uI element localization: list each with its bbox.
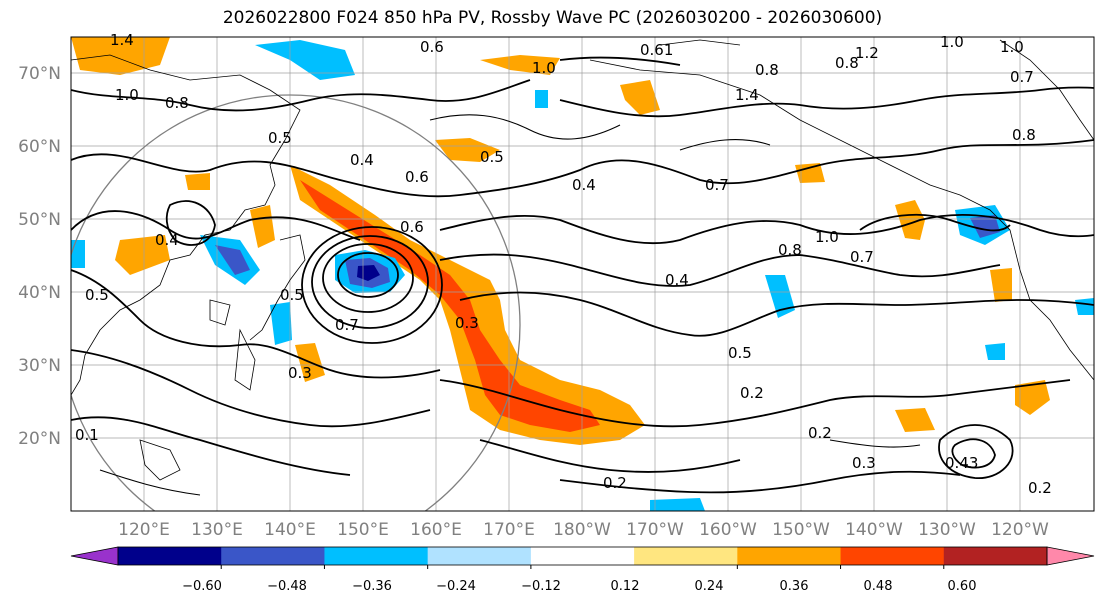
colorbar-bin	[840, 547, 945, 565]
contour-label: 0.7	[850, 248, 874, 266]
lon-label: 140°E	[264, 520, 316, 540]
lon-label: 170°W	[626, 520, 684, 540]
colorbar-bin	[943, 547, 1048, 565]
contour-label: 1.0	[940, 33, 964, 51]
plot-frame	[70, 36, 1095, 512]
colorbar	[70, 546, 1095, 569]
lon-label: 160°E	[410, 520, 462, 540]
contour-label: 0.5	[728, 344, 752, 362]
contour-label: 0.2	[740, 384, 764, 402]
lon-label: 160°W	[699, 520, 757, 540]
lon-label: 130°W	[918, 520, 976, 540]
colorbar-bin	[427, 547, 532, 565]
contour-label: 0.7	[335, 316, 359, 334]
colorbar-extend-high	[1046, 546, 1095, 566]
contour-label: 1.0	[115, 86, 139, 104]
lon-label: 140°W	[845, 520, 903, 540]
colorbar-bin	[221, 547, 325, 565]
contour-label: 0.3	[288, 364, 312, 382]
pv-contours	[71, 56, 1094, 494]
contour-label: 0.8	[1012, 126, 1036, 144]
coastlines	[71, 39, 1094, 481]
range-circle	[71, 94, 521, 511]
contour-label: 0.2	[1028, 479, 1052, 497]
map-title: 2026022800 F024 850 hPa PV, Rossby Wave …	[222, 8, 883, 28]
colorbar-tick-label: 0.60	[948, 579, 977, 594]
lon-label: 120°E	[118, 520, 170, 540]
lat-label: 60°N	[18, 137, 61, 157]
colorbar-bin	[530, 547, 635, 565]
contour-label: 1.2	[855, 44, 879, 62]
lon-label: 150°W	[772, 520, 830, 540]
lon-label: 150°E	[337, 520, 389, 540]
lon-label: 180°W	[553, 520, 611, 540]
colorbar-outline	[117, 546, 1048, 566]
colorbar-tick-label: −0.36	[352, 579, 392, 594]
contour-label: 1.0	[1000, 38, 1024, 56]
contour-label: 0.4	[665, 271, 689, 289]
contour-label: 0.3	[852, 454, 876, 472]
contour-label: 1.0	[815, 228, 839, 246]
colorbar-tick-label: −0.12	[521, 579, 561, 594]
contour-label: 0.6	[420, 38, 444, 56]
colorbar-bin	[737, 547, 842, 565]
contour-label: 0.3	[455, 314, 479, 332]
contour-label: 0.7	[1010, 68, 1034, 86]
contour-label: 0.43	[945, 454, 978, 472]
contour-label: 0.5	[480, 148, 504, 166]
contour-label: 0.8	[778, 241, 802, 259]
contour-label: 0.6	[400, 218, 424, 236]
lat-label: 40°N	[18, 283, 61, 303]
colorbar-tick-label: 0.24	[695, 579, 724, 594]
positive-anomaly-shading	[71, 37, 1050, 445]
lat-label: 70°N	[18, 64, 61, 84]
latitude-labels: 70°N 60°N 50°N 40°N 30°N 20°N	[18, 64, 61, 449]
negative-anomaly-shading	[71, 40, 1094, 511]
contour-label: 0.6	[405, 168, 429, 186]
contour-label: 0.4	[572, 176, 596, 194]
colorbar-extend-low	[70, 546, 119, 566]
contour-labels: 1.4 0.6 0.61 1.2 1.0 1.0 0.8 0.8 0.7 1.0…	[75, 31, 1052, 497]
colorbar-bin	[324, 547, 429, 565]
graticule	[71, 37, 1094, 511]
colorbar-tick-label: 0.12	[611, 579, 640, 594]
lat-label: 30°N	[18, 356, 61, 376]
colorbar-tick-label: −0.24	[436, 579, 476, 594]
lat-label: 50°N	[18, 210, 61, 230]
contour-label: 0.8	[165, 94, 189, 112]
contour-label: 1.4	[110, 31, 134, 49]
lon-label: 120°W	[991, 520, 1049, 540]
contour-label: 0.5	[85, 286, 109, 304]
contour-label: 0.8	[835, 54, 859, 72]
contour-label: 1.0	[532, 59, 556, 77]
contour-label: 0.5	[280, 286, 304, 304]
lon-label: 170°E	[483, 520, 535, 540]
contour-label: 0.8	[755, 61, 779, 79]
lon-label: 130°E	[191, 520, 243, 540]
colorbar-tick-label: −0.48	[267, 579, 307, 594]
contour-label: 0.4	[155, 231, 179, 249]
colorbar-bin	[118, 547, 222, 565]
colorbar-tick-label: 0.48	[864, 579, 893, 594]
contour-label: 0.2	[603, 474, 627, 492]
colorbar-tick-label: −0.60	[182, 579, 222, 594]
contour-label: 0.2	[808, 424, 832, 442]
contour-label: 0.5	[268, 129, 292, 147]
contour-label: 0.1	[75, 426, 99, 444]
colorbar-ticks: −0.60 −0.48 −0.36 −0.24 −0.12 0.12 0.24 …	[182, 579, 976, 594]
longitude-labels: 120°E 130°E 140°E 150°E 160°E 170°E 180°…	[118, 520, 1049, 540]
contour-label: 0.4	[350, 151, 374, 169]
contour-label: 0.7	[705, 176, 729, 194]
colorbar-bin	[634, 547, 738, 565]
lat-label: 20°N	[18, 429, 61, 449]
colorbar-tick-label: 0.36	[780, 579, 809, 594]
contour-label: 1.4	[735, 86, 759, 104]
pv-contours-thin	[99, 114, 921, 496]
contour-label: 0.61	[640, 41, 673, 59]
